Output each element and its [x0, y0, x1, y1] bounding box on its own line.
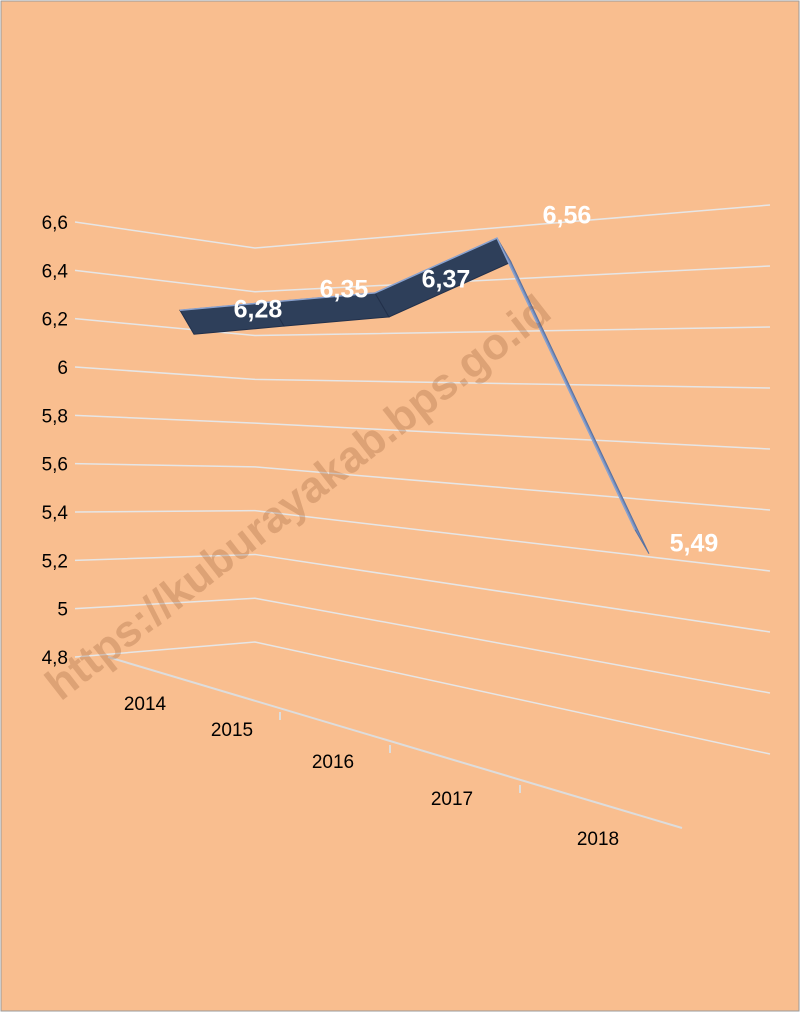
y-tick-label: 5,4: [42, 503, 69, 524]
x-tick-label: 2015: [211, 720, 253, 741]
grid-line: [74, 366, 771, 389]
grid-line: [74, 317, 771, 337]
grid-line: [74, 414, 771, 450]
grid-line: [74, 553, 771, 633]
y-tick-label: 6,4: [42, 261, 69, 282]
x-tick-label: 2014: [124, 694, 167, 715]
y-tick-label: 5: [57, 600, 68, 621]
data-label: 6,35: [320, 276, 369, 304]
data-label: 6,56: [543, 202, 592, 230]
grid-line: [74, 641, 771, 755]
y-tick-label: 5,8: [42, 406, 68, 427]
y-tick-label: 6,6: [42, 213, 68, 234]
grid-line: [74, 204, 771, 249]
y-tick-label: 6,2: [42, 310, 68, 331]
line-top-edge: [179, 237, 636, 531]
x-tick-label: 2018: [577, 829, 619, 850]
grid-line: [74, 509, 771, 572]
y-tick-label: 4,8: [42, 648, 68, 669]
y-tick-label: 5,6: [42, 455, 68, 476]
x-tick-label: 2017: [431, 789, 473, 810]
floor-axis: [107, 656, 683, 829]
y-tick-label: 6: [57, 358, 68, 379]
grid-line: [74, 462, 771, 511]
data-label: 5,49: [670, 530, 719, 558]
y-tick-label: 5,2: [42, 551, 68, 572]
grid-line: [74, 265, 771, 293]
x-tick-label: 2016: [312, 752, 354, 773]
data-label: 6,28: [234, 296, 283, 324]
data-label: 6,37: [422, 266, 471, 294]
grid-line: [74, 597, 771, 694]
